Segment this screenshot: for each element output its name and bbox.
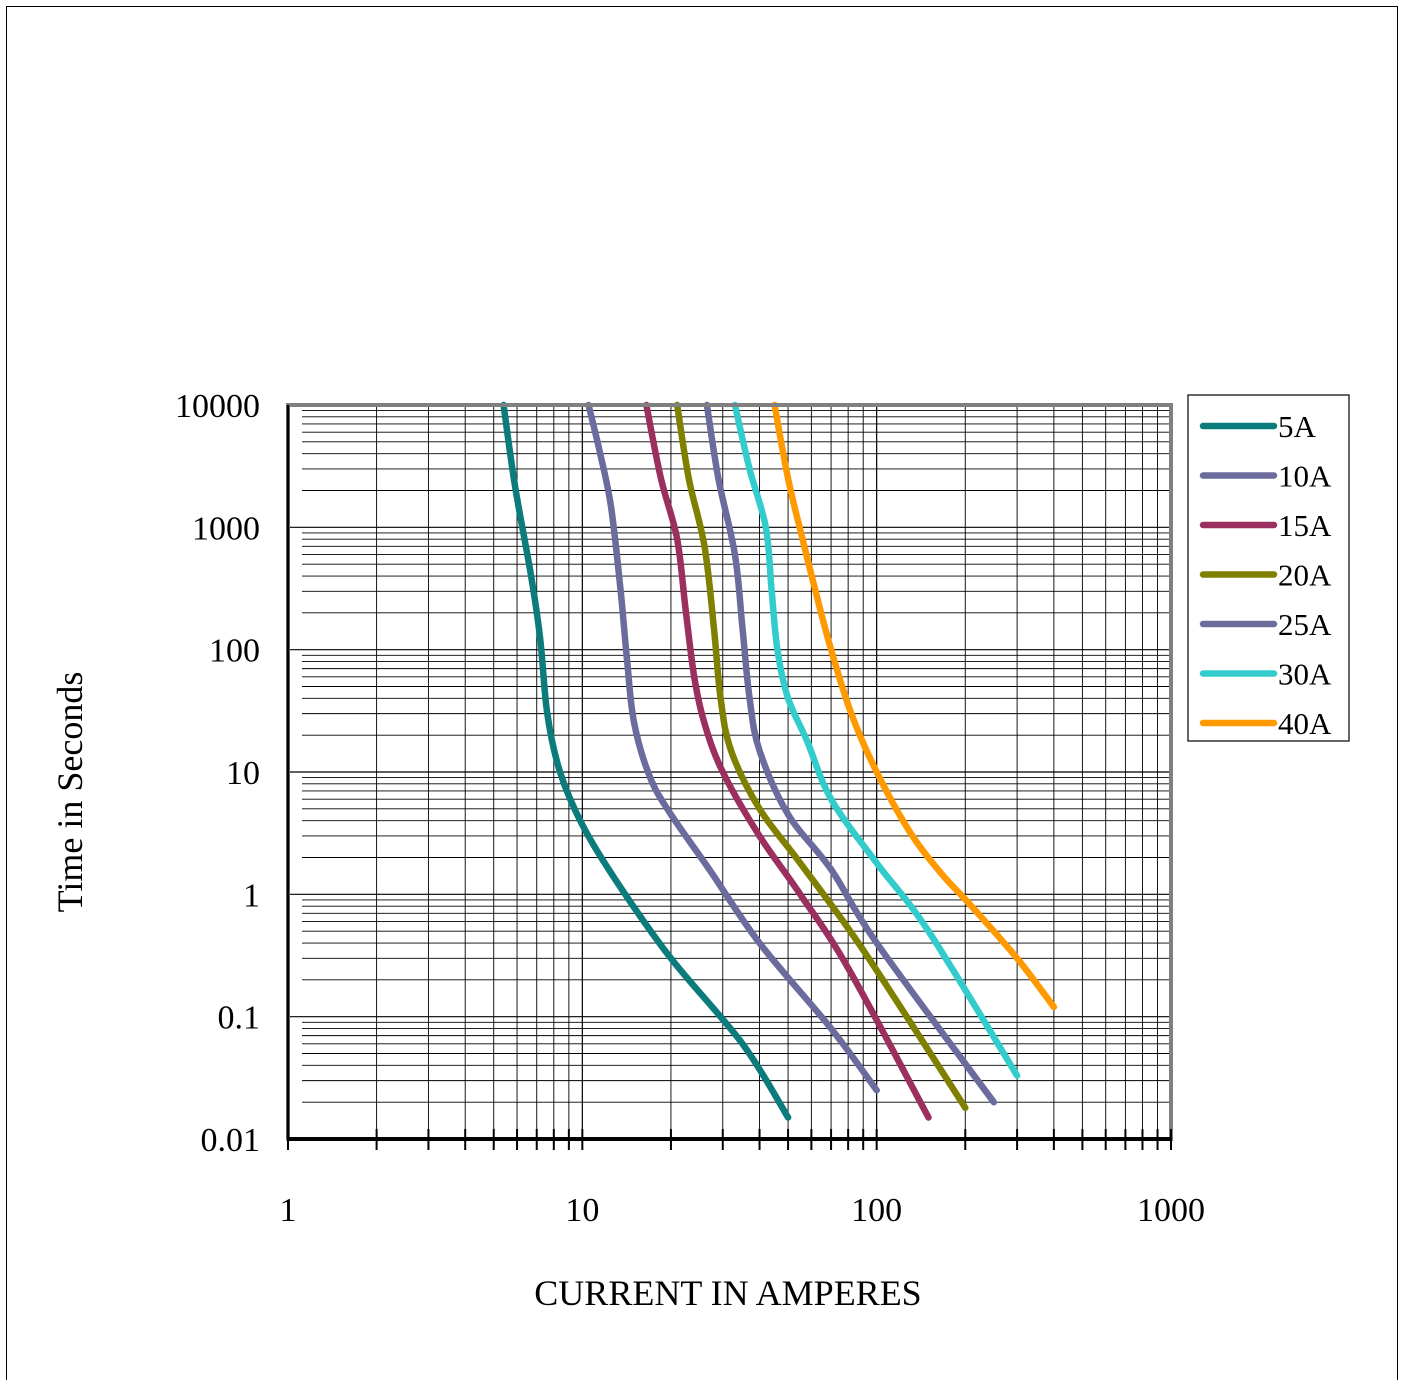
- legend-label-5a: 5A: [1278, 409, 1317, 444]
- series-layer: [500, 401, 1058, 1121]
- y-tick-label: 10000: [175, 388, 260, 425]
- axes-layer: [286, 403, 1173, 1150]
- x-tick-label: 10: [565, 1192, 599, 1229]
- tick-labels: 1 10 100 1000 10000 1000 100 10 1 0.1 0.01: [175, 388, 1205, 1229]
- y-tick-label: 100: [209, 633, 260, 670]
- legend-label-20a: 20A: [1278, 558, 1332, 593]
- legend-label-30a: 30A: [1278, 657, 1332, 692]
- legend-label-40a: 40A: [1278, 706, 1332, 741]
- series-line-5a: [500, 401, 792, 1121]
- series-line-15a: [643, 401, 932, 1121]
- y-tick-label: 1000: [192, 510, 260, 547]
- y-tick-label: 10: [226, 755, 260, 792]
- x-tick-label: 1: [280, 1192, 297, 1229]
- legend: 5A 10A 15A 20A 25A 30A 40A: [1187, 394, 1350, 742]
- y-axis-title: Time in Seconds: [50, 672, 90, 913]
- series-line-25a: [703, 401, 998, 1106]
- legend-label-10a: 10A: [1278, 459, 1332, 494]
- x-tick-label: 1000: [1137, 1192, 1205, 1229]
- series-line-40a: [771, 401, 1058, 1011]
- y-tick-label: 1: [243, 877, 260, 914]
- x-axis-title: CURRENT IN AMPERES: [534, 1273, 921, 1313]
- y-tick-label: 0.01: [201, 1122, 261, 1159]
- x-tick-label: 100: [851, 1192, 902, 1229]
- series-line-20a: [673, 401, 969, 1112]
- legend-label-25a: 25A: [1278, 607, 1332, 642]
- series-line-10a: [585, 401, 880, 1094]
- chart-frame: [6, 6, 1398, 1380]
- legend-label-15a: 15A: [1278, 508, 1332, 543]
- y-tick-label: 0.1: [218, 1000, 261, 1037]
- legend-box: [1187, 394, 1350, 742]
- series-line-30a: [731, 401, 1021, 1079]
